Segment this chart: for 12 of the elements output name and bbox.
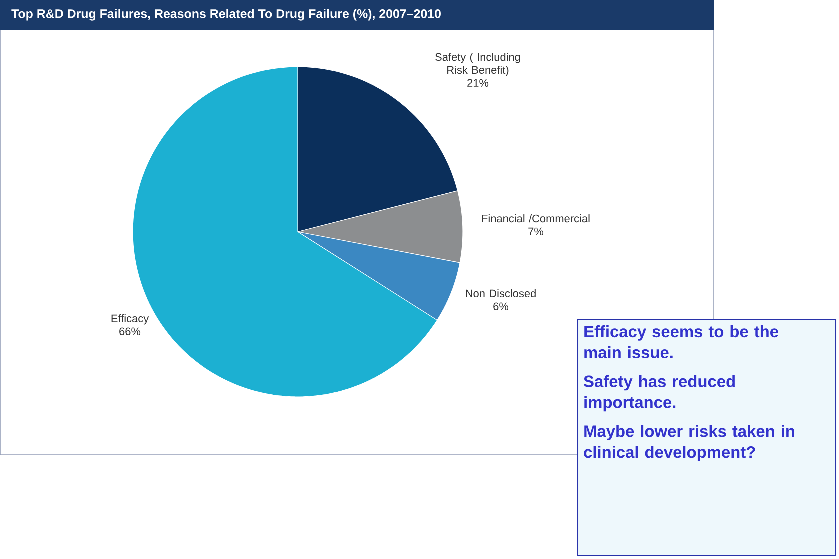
- slice-label: Non Disclosed: [466, 290, 536, 298]
- slice-label: Safety ( Including Risk Benefit): [436, 53, 520, 76]
- chart-title: Top R&D Drug Failures, Reasons Related To Drug Failure (%), 2007–2010: [12, 9, 441, 21]
- data-label: 7%: [528, 228, 544, 236]
- data-label: 21%: [468, 79, 489, 87]
- text: Safety has reduced importance.: [584, 375, 735, 412]
- text: Maybe lower risks taken in clinical development?: [584, 425, 794, 462]
- text: Efficacy seems to be the main issue.: [584, 326, 778, 359]
- slice-label: Financial /Commercial: [482, 214, 590, 223]
- data-label: 6%: [494, 302, 509, 310]
- slice-label: Efficacy: [112, 314, 150, 325]
- data-label: 66%: [120, 328, 141, 336]
